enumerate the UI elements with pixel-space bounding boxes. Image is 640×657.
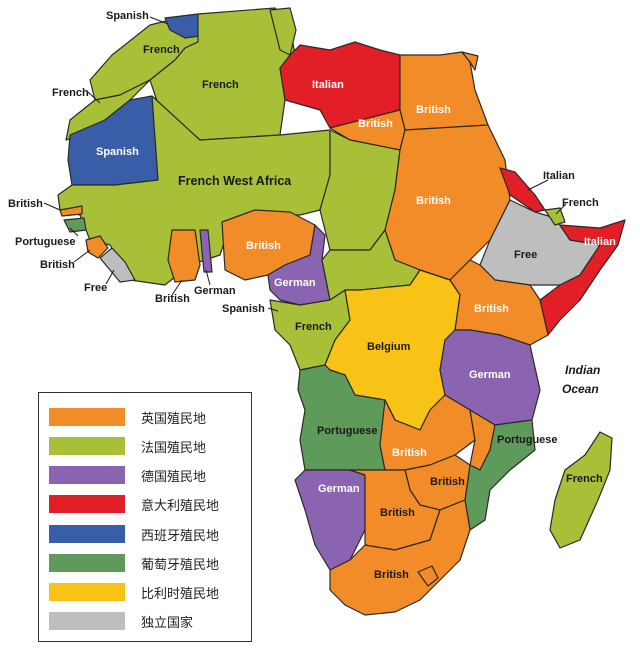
region-french-madagascar: [549, 431, 613, 549]
region-british-gold-coast: [167, 229, 201, 283]
label-british-south-africa: British: [374, 569, 409, 581]
region-german-kamerun: [267, 224, 331, 306]
legend-item: 意大利殖民地: [49, 493, 219, 515]
leader-french-nw: [87, 91, 101, 104]
label-free-liberia: Free: [84, 282, 107, 294]
label-german-sw-africa: German: [318, 483, 360, 495]
label-portuguese-angola: Portuguese: [317, 425, 378, 437]
region-portuguese-mozambique: [464, 419, 536, 531]
leader-british-gc: [171, 279, 183, 296]
label-portuguese-guinea: Portuguese: [15, 236, 76, 248]
legend-item: 独立国家: [49, 610, 193, 632]
region-british-sinai: [461, 51, 479, 71]
leader-british-gambia: [43, 202, 61, 211]
label-italian-somalia: Italian: [584, 236, 616, 248]
region-british-gambia: [59, 205, 83, 217]
legend-label: 葡萄牙殖民地: [141, 557, 220, 573]
legend-label: 英国殖民地: [141, 411, 207, 427]
legend-label: 德国殖民地: [141, 469, 207, 485]
label-british-east-africa: British: [474, 303, 509, 315]
legend: 英国殖民地 法国殖民地 德国殖民地 意大利殖民地 西班牙殖民地 葡萄牙殖民地 比…: [38, 392, 252, 642]
label-german-east-africa: German: [469, 369, 511, 381]
legend-item: 葡萄牙殖民地: [49, 552, 219, 574]
label-british-rhodesia: British: [392, 447, 427, 459]
label-spanish-north: Spanish: [106, 10, 149, 22]
label-german-togo: German: [194, 285, 236, 297]
label-indian-ocean-1: Indian: [565, 363, 600, 377]
region-free-liberia: [99, 247, 136, 283]
label-french-west-africa: French West Africa: [178, 174, 292, 188]
legend-item: 德国殖民地: [49, 464, 206, 486]
label-british-bechuana: British: [380, 507, 415, 519]
legend-label: 西班牙殖民地: [141, 528, 220, 544]
label-british-sudan: British: [416, 195, 451, 207]
label-italian-eritrea: Italian: [543, 170, 575, 182]
label-british-sierra-leone: British: [40, 259, 75, 271]
legend-label: 独立国家: [141, 615, 194, 631]
region-spanish-north: [164, 13, 201, 39]
label-french-nw: French: [52, 87, 89, 99]
label-british-egypt: British: [416, 104, 451, 116]
legend-item: 比利时殖民地: [49, 581, 219, 603]
label-german-kamerun: German: [274, 277, 316, 289]
label-british-gambia: British: [8, 198, 43, 210]
label-portuguese-mozambique: Portuguese: [497, 434, 558, 446]
label-british-nyasa: British: [430, 476, 465, 488]
leader-british-sl: [73, 249, 91, 263]
label-spanish-guinea: Spanish: [222, 303, 265, 315]
region-german-togo: [199, 229, 213, 273]
label-italian-libya: Italian: [312, 79, 344, 91]
region-french-somaliland: [544, 207, 566, 226]
label-british-sudan-north: British: [358, 118, 393, 130]
label-french-madagascar: French: [566, 473, 603, 485]
leader-spanish-guinea: [267, 307, 279, 312]
legend-swatch: [49, 583, 125, 601]
legend-label: 比利时殖民地: [141, 586, 220, 602]
region-italian-somalia: [539, 219, 626, 336]
leader-portuguese: [69, 227, 79, 237]
legend-swatch: [49, 525, 125, 543]
region-british-sierra-leone: [85, 235, 109, 259]
legend-swatch: [49, 612, 125, 630]
label-spanish-sahara: Spanish: [96, 146, 139, 158]
legend-label: 法国殖民地: [141, 440, 207, 456]
region-basutoland: [417, 565, 439, 587]
region-british-south-africa: [329, 499, 471, 616]
legend-swatch: [49, 554, 125, 572]
legend-item: 英国殖民地: [49, 406, 206, 428]
legend-swatch: [49, 495, 125, 513]
legend-label: 意大利殖民地: [141, 498, 220, 514]
leader-german-togo: [205, 269, 211, 286]
legend-swatch: [49, 408, 125, 426]
leader-free-liberia: [105, 269, 115, 285]
leader-french-somali: [555, 203, 567, 215]
legend-swatch: [49, 466, 125, 484]
label-french-morocco: French: [143, 44, 180, 56]
label-indian-ocean-2: Ocean: [562, 382, 599, 396]
label-french-equatorial: French: [295, 321, 332, 333]
label-french-algeria: French: [202, 79, 239, 91]
leader-italian-eritrea: [527, 179, 549, 191]
leader-spanish: [149, 16, 169, 25]
region-portuguese-guinea: [63, 217, 87, 233]
label-british-gold-coast: British: [155, 293, 190, 305]
label-british-nigeria: British: [246, 240, 281, 252]
legend-item: 法国殖民地: [49, 435, 206, 457]
legend-item: 西班牙殖民地: [49, 523, 219, 545]
label-free-ethiopia: Free: [514, 249, 537, 261]
label-french-somaliland: French: [562, 197, 599, 209]
legend-swatch: [49, 437, 125, 455]
label-belgium-congo: Belgium: [367, 341, 411, 353]
